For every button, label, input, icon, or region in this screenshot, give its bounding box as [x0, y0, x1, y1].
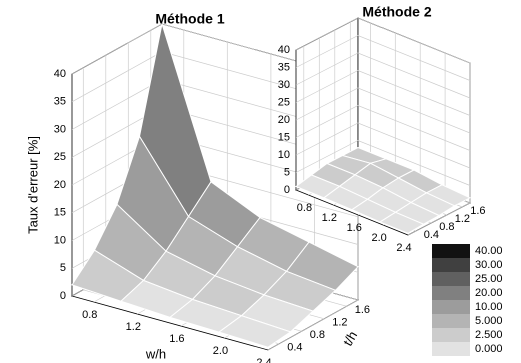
grid-line — [295, 105, 471, 151]
z-tick-label: 40 — [278, 44, 290, 56]
grid-line — [295, 52, 471, 99]
z-tick-label: 25 — [278, 96, 290, 108]
z-tick-label: 5 — [60, 262, 66, 274]
z-tick-label: 30 — [54, 123, 66, 135]
z-tick-label: 0 — [60, 290, 66, 302]
x-tick-label: 2.4 — [256, 357, 271, 363]
x-tick-label: 0.8 — [82, 309, 97, 321]
grid-line — [295, 140, 471, 186]
colorbar-swatch — [432, 342, 470, 356]
x-tick-label: 1.2 — [322, 212, 337, 224]
grid-line — [295, 122, 471, 169]
colorbar-label: 10.00 — [475, 301, 503, 313]
z-tick-label: 5 — [284, 166, 290, 178]
colorbar-label: 25.00 — [475, 273, 503, 285]
colorbar-swatch — [432, 244, 470, 258]
z-tick-label: 0 — [284, 184, 290, 196]
colorbar-label: 30.00 — [475, 259, 503, 271]
y-tick-label: 0.4 — [424, 229, 439, 241]
x-axis-label: w/h — [145, 346, 166, 361]
z-tick-label: 20 — [278, 114, 290, 126]
x-tick-label: 2.4 — [396, 242, 411, 254]
grid-line — [407, 63, 471, 236]
z-tick-label: 35 — [278, 61, 290, 73]
surface-patch — [217, 315, 292, 348]
colorbar-swatch — [432, 328, 470, 342]
chart-title: Méthode 2 — [362, 4, 431, 20]
y-tick-label: 0.4 — [287, 342, 302, 354]
surface-patch — [378, 211, 425, 234]
y-tick-label: 1.6 — [470, 205, 485, 217]
colorbar-swatch — [432, 258, 470, 272]
x-tick-label: 1.6 — [347, 222, 362, 234]
x-tick-label: 1.2 — [126, 321, 141, 333]
y-tick-label: 1.6 — [355, 304, 370, 316]
x-tick-label: 2.0 — [213, 345, 228, 357]
y-tick-label: 1.2 — [332, 317, 347, 329]
colorbar-swatch — [432, 300, 470, 314]
y-tick-label: 0.8 — [439, 221, 454, 233]
z-tick-label: 15 — [278, 131, 290, 143]
colorbar-label: 5.000 — [475, 315, 503, 327]
colorbar-swatch — [432, 286, 470, 300]
grid-line — [295, 87, 471, 134]
z-tick-label: 40 — [54, 68, 66, 80]
z-tick-label: 15 — [54, 207, 66, 219]
colorbar-swatch — [432, 314, 470, 328]
grid-line — [295, 17, 471, 64]
chart-title: Méthode 1 — [155, 11, 224, 27]
z-tick-label: 35 — [54, 96, 66, 108]
grid-line — [295, 70, 471, 116]
z-tick-label: 25 — [54, 151, 66, 163]
y-tick-label: 0.8 — [310, 329, 325, 341]
colorbar-label: 2.500 — [475, 329, 503, 341]
z-tick-label: 10 — [54, 234, 66, 246]
y-axis-label: t/h — [340, 328, 360, 348]
y-tick-label: 1.2 — [455, 213, 470, 225]
z-tick-label: 10 — [278, 149, 290, 161]
z-tick-label: 20 — [54, 179, 66, 191]
z-tick-label: 30 — [278, 79, 290, 91]
colorbar-label: 40.00 — [475, 245, 503, 257]
colorbar-label: 0.000 — [475, 343, 503, 355]
x-tick-label: 0.8 — [297, 202, 312, 214]
colorbar-swatch — [432, 272, 470, 286]
x-tick-label: 2.0 — [371, 232, 386, 244]
colorbar-label: 20.00 — [475, 287, 503, 299]
z-axis-label: Taux d'erreur [%] — [25, 136, 40, 234]
grid-line — [295, 35, 471, 81]
x-tick-label: 1.6 — [169, 333, 184, 345]
